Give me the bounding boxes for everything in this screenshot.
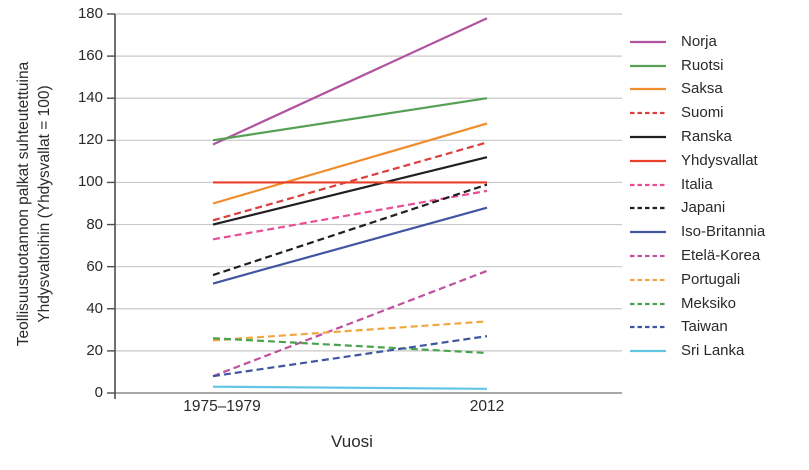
x-tick-label-1975-1979: 1975–1979	[183, 398, 261, 415]
y-axis-title: Teollisuustuotannon palkat suhteutettuin…	[13, 4, 55, 404]
legend-label: Japani	[681, 199, 726, 217]
series-line	[212, 141, 488, 222]
legend-label: Iso-Britannia	[681, 223, 766, 241]
legend-item: Iso-Britannia	[630, 220, 765, 244]
legend-line-swatch	[630, 278, 666, 281]
y-tick-label: 180	[77, 5, 103, 22]
y-tick-label: 160	[77, 47, 103, 65]
legend-label: Portugali	[681, 270, 741, 288]
y-tick-label: 80	[86, 215, 103, 233]
series-line	[212, 385, 488, 390]
y-tick-label: 120	[77, 131, 103, 149]
legend-item: Portugali	[630, 268, 765, 292]
series-line	[212, 206, 488, 285]
legend-line-swatch	[630, 40, 666, 43]
legend-line-swatch	[630, 64, 666, 67]
legend-label: Saksa	[681, 80, 723, 98]
legend-line-swatch	[630, 207, 666, 210]
y-tick-label: 140	[77, 89, 103, 107]
legend-label: Etelä-Korea	[681, 247, 761, 265]
x-axis-title: Vuosi	[331, 432, 373, 451]
series-line	[212, 189, 488, 241]
legend: Norja Ruotsi Saksa Suomi Ranska Yhdysvallat It…	[630, 30, 765, 363]
legend-item: Yhdysvallat	[630, 149, 765, 173]
legend-item: Italia	[630, 173, 765, 197]
legend-item: Ruotsi	[630, 54, 765, 78]
legend-line-swatch	[630, 231, 666, 234]
legend-item: Taiwan	[630, 316, 765, 340]
legend-line-swatch	[630, 135, 666, 139]
y-axis-title-line: Teollisuustuotannon palkat suhteutettuin…	[15, 61, 32, 347]
y-axis-title-line: Yhdysvaltoihin (Yhdysvallat = 100)	[36, 85, 53, 323]
legend-item: Ranska	[630, 125, 765, 149]
legend-item: Suomi	[630, 101, 765, 125]
x-tick-label-2012: 2012	[469, 398, 505, 415]
legend-label: Yhdysvallat	[681, 151, 758, 169]
legend-item: Japani	[630, 197, 765, 221]
legend-line-swatch	[630, 183, 666, 186]
legend-line-swatch	[630, 350, 666, 353]
legend-item: Meksiko	[630, 292, 765, 316]
legend-label: Sri Lanka	[681, 342, 745, 360]
series-line	[212, 337, 488, 355]
legend-label: Norja	[681, 32, 717, 50]
legend-label: Taiwan	[681, 318, 728, 336]
legend-item: Etelä-Korea	[630, 244, 765, 268]
series-line	[212, 122, 488, 205]
legend-line-swatch	[630, 326, 666, 329]
legend-label: Meksiko	[681, 294, 737, 312]
legend-line-swatch	[630, 159, 666, 162]
series-line	[212, 335, 488, 378]
y-tick-label: 40	[86, 299, 103, 317]
series-line	[212, 97, 488, 142]
legend-line-swatch	[630, 88, 666, 91]
legend-label: Ruotsi	[681, 56, 724, 74]
legend-label: Ranska	[681, 128, 732, 146]
legend-line-swatch	[630, 302, 666, 305]
legend-line-swatch	[630, 254, 666, 258]
series-line	[212, 269, 488, 378]
y-tick-label: 100	[77, 173, 103, 191]
series-line	[212, 320, 488, 342]
legend-line-swatch	[630, 112, 666, 115]
y-tick-label: 20	[86, 341, 103, 359]
legend-item: Saksa	[630, 78, 765, 102]
legend-label: Italia	[681, 175, 713, 193]
legend-label: Suomi	[681, 104, 724, 122]
series-line	[212, 17, 488, 146]
legend-item: Norja	[630, 30, 765, 54]
y-tick-label: 0	[94, 384, 103, 401]
series-line	[212, 183, 488, 277]
y-tick-label: 60	[86, 257, 103, 275]
series-line	[212, 156, 488, 226]
legend-item: Sri Lanka	[630, 339, 765, 363]
